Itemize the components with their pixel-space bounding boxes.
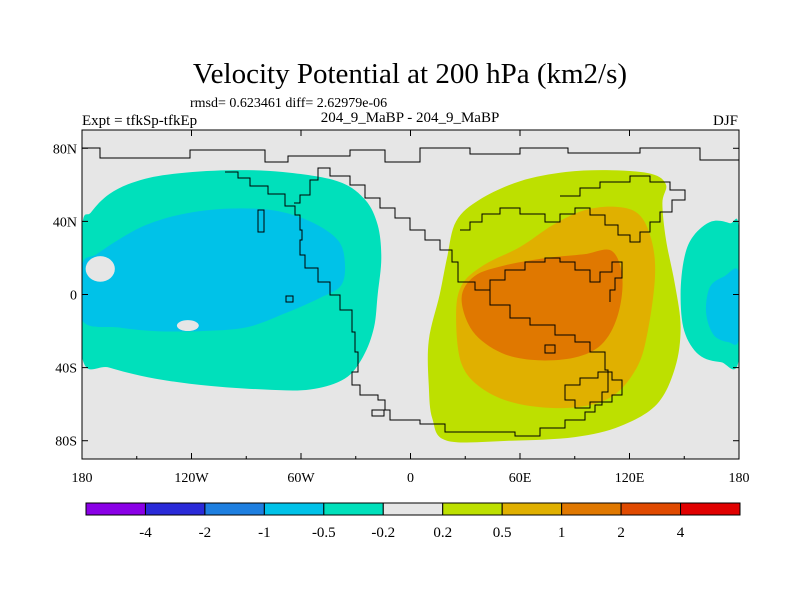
colorbar-label: 2 xyxy=(617,525,625,541)
x-axis: 180 120W 60W 0 60E 120E 180 xyxy=(72,130,750,486)
y-tick-label: 80S xyxy=(55,435,77,450)
x-tick-label: 60E xyxy=(509,471,532,486)
island-b xyxy=(285,295,294,303)
contour-negative-core-west xyxy=(82,208,346,332)
colorbar-label: -1 xyxy=(258,525,271,541)
coastline-south-asia xyxy=(475,257,623,302)
x-tick-label: 60W xyxy=(287,471,315,486)
case-label: 204_9_MaBP - 204_9_MaBP xyxy=(321,110,500,126)
colorbar-swatch xyxy=(263,502,325,516)
x-tick-label: 180 xyxy=(72,471,93,486)
colorbar-label: 0.2 xyxy=(433,525,452,541)
chart-title: Velocity Potential at 200 hPa (km2/s) xyxy=(193,58,627,90)
contour-gap-0 xyxy=(85,256,115,282)
x-tick-label: 120W xyxy=(174,471,209,486)
x-tick-label: 180 xyxy=(729,471,750,486)
colorbar-swatch xyxy=(382,502,444,516)
contour-negative-core-east xyxy=(705,268,739,345)
colorbar-swatch xyxy=(85,502,146,516)
colorbar-swatch xyxy=(204,502,265,516)
x-tick-label: 120E xyxy=(615,471,645,486)
coastline-north xyxy=(82,147,739,163)
colorbar-label: -0.5 xyxy=(312,525,336,541)
colorbar-label: 4 xyxy=(677,525,685,541)
y-tick-label: 40S xyxy=(55,362,77,377)
y-tick-label: 80N xyxy=(53,142,77,157)
y-tick-label: 0 xyxy=(70,289,77,304)
colorbar-swatch xyxy=(561,502,622,516)
contour-positive-core xyxy=(461,249,623,361)
x-tick-label: 0 xyxy=(407,471,414,486)
colorbar-swatch xyxy=(620,502,682,516)
coastline-outline xyxy=(82,147,739,437)
y-axis: 80N 40N 0 40S 80S xyxy=(53,142,739,450)
y-tick-label: 40N xyxy=(53,215,77,230)
coastline-americas xyxy=(225,167,609,437)
colorbar-swatch xyxy=(144,502,206,516)
island-c xyxy=(371,409,385,417)
contour-gap-1 xyxy=(176,320,199,332)
map-plot xyxy=(82,130,739,459)
coastline-eurasia xyxy=(460,175,686,243)
colorbar-swatch xyxy=(501,502,563,516)
experiment-label: Expt = tfkSp-tfkEp xyxy=(82,113,197,129)
colorbar-swatch xyxy=(680,502,741,516)
season-label: DJF xyxy=(713,113,738,129)
colorbar-swatch xyxy=(442,502,503,516)
contour-gap-2 xyxy=(388,252,407,268)
colorbar-label: -0.2 xyxy=(371,525,395,541)
stats-label: rmsd= 0.623461 diff= 2.62979e-06 xyxy=(190,96,387,111)
island-d xyxy=(544,344,556,354)
colorbar-label: 0.5 xyxy=(493,525,512,541)
colorbar: -4 -2 -1 -0.5 -0.2 0.2 0.5 1 2 4 xyxy=(85,502,741,541)
colorbar-label: -2 xyxy=(199,525,212,541)
colorbar-swatch xyxy=(323,502,384,516)
colorbar-label: 1 xyxy=(558,525,566,541)
island-a xyxy=(257,209,265,233)
colorbar-label: -4 xyxy=(139,525,152,541)
coastline-australia xyxy=(564,371,623,409)
